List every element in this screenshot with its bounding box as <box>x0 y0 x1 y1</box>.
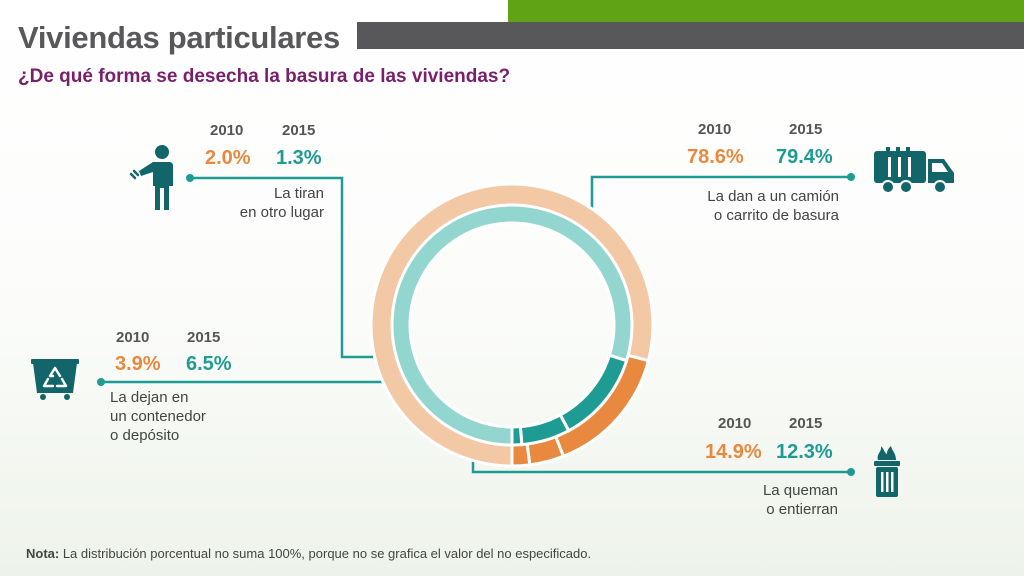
page-subtitle: ¿De qué forma se desecha la basura de la… <box>18 66 511 87</box>
recycle-container-icon <box>31 359 79 400</box>
container-label-line3: o depósito <box>110 427 180 444</box>
footnote-label: Nota: <box>26 546 60 561</box>
burn-value-2015: 12.3% <box>776 441 833 463</box>
container-label-line2: un contenedor <box>110 408 206 425</box>
burn-label-line2: o entierran <box>766 501 838 518</box>
truck-label: La dan a un camión o carrito de basura <box>707 187 839 225</box>
truck-label-line1: La dan a un camión <box>707 188 839 205</box>
container-label: La dejan en un contenedor o depósito <box>110 388 206 445</box>
leader-dot-container <box>97 378 105 386</box>
donut-segment-2010-3 <box>510 441 532 468</box>
throw-label-line2: en otro lugar <box>239 204 324 221</box>
donut-segment-2015-0 <box>390 203 634 447</box>
leader-dot-burn <box>847 468 855 476</box>
footnote-text: La distribución porcentual no suma 100%,… <box>59 546 592 561</box>
burn-value-2010: 14.9% <box>705 441 762 463</box>
truck-value-2015: 79.4% <box>776 146 833 168</box>
container-year-2010: 2010 <box>116 329 150 346</box>
header-accent-bar <box>508 0 1024 22</box>
leader-dot-truck <box>847 173 855 181</box>
page-title: Viviendas particulares <box>18 20 340 55</box>
truck-label-line2: o carrito de basura <box>713 207 839 224</box>
leader-dot-throw <box>186 174 194 182</box>
container-label-line1: La dejan en <box>110 389 189 406</box>
burn-label: La queman o entierran <box>763 481 838 519</box>
throw-label: La tiran en otro lugar <box>240 184 324 222</box>
throw-label-line1: La tiran <box>273 185 324 202</box>
header-bar <box>357 22 1024 49</box>
throw-value-2015: 1.3% <box>276 147 322 169</box>
container-year-2015: 2015 <box>187 329 221 346</box>
truck-value-2010: 78.6% <box>687 146 744 168</box>
truck-year-2010: 2010 <box>698 121 732 138</box>
container-value-2015: 6.5% <box>186 353 232 375</box>
person-throwing-icon <box>129 145 173 210</box>
burn-label-line1: La queman <box>762 482 838 499</box>
footnote: Nota: La distribución porcentual no suma… <box>26 546 591 561</box>
container-value-2010: 3.9% <box>115 353 161 375</box>
throw-year-2015: 2015 <box>282 122 316 139</box>
throw-year-2010: 2010 <box>210 122 244 139</box>
donut-segment-2015-3 <box>510 425 524 447</box>
burn-year-2015: 2015 <box>789 415 823 432</box>
burn-year-2010: 2010 <box>718 415 752 432</box>
garbage-truck-icon <box>874 147 954 194</box>
throw-value-2010: 2.0% <box>205 147 251 169</box>
truck-year-2015: 2015 <box>789 121 823 138</box>
burning-bin-icon <box>874 446 900 497</box>
